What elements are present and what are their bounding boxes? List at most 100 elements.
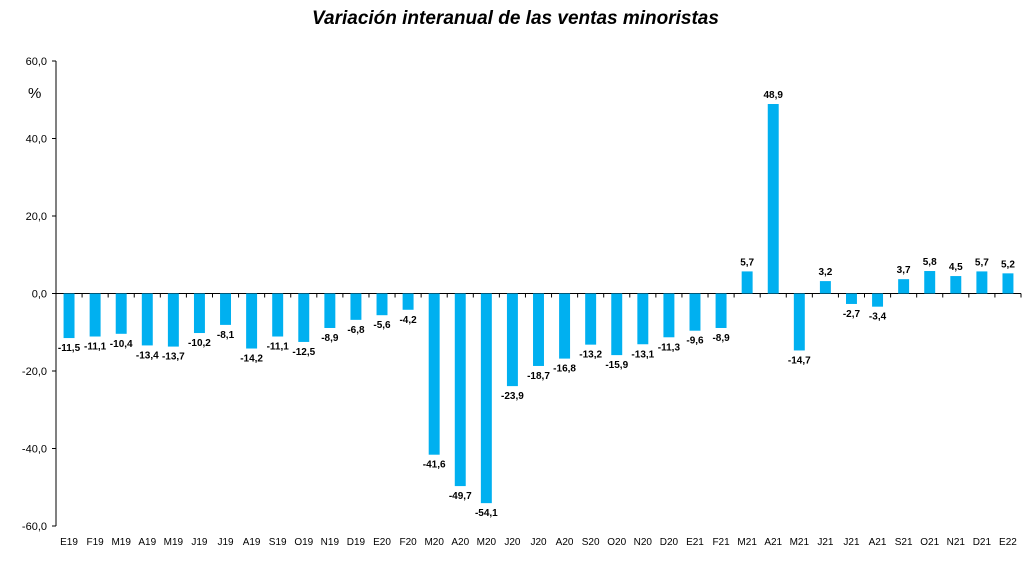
x-tick-label: D20 (660, 537, 679, 548)
bar (324, 293, 336, 328)
bar (663, 293, 675, 338)
x-tick-label: O20 (607, 537, 626, 548)
data-label: -11,1 (267, 342, 290, 353)
x-tick-label: N19 (321, 537, 340, 548)
x-tick-label: D19 (347, 537, 366, 548)
data-label: -8,9 (321, 333, 339, 344)
data-label: -13,1 (631, 349, 654, 360)
bar (898, 279, 910, 294)
bar (611, 293, 623, 356)
bar (220, 293, 232, 325)
bar (193, 293, 205, 334)
data-label: 48,9 (763, 90, 783, 101)
x-tick-label: S21 (895, 537, 913, 548)
y-tick-label: 0,0 (32, 289, 47, 301)
bar (376, 293, 388, 316)
data-label: -10,2 (188, 338, 211, 349)
data-label: -5,6 (373, 320, 391, 331)
bar (115, 293, 127, 334)
x-tick-label: E20 (373, 537, 391, 548)
x-tick-label: J19 (191, 537, 208, 548)
bar (924, 271, 936, 294)
bar (950, 276, 962, 294)
x-tick-label: M20 (424, 537, 444, 548)
bar (246, 293, 258, 349)
bar (585, 293, 597, 345)
x-tick-label: M21 (790, 537, 810, 548)
bar (298, 293, 310, 342)
x-tick-label: N20 (634, 537, 653, 548)
x-tick-label: S19 (269, 537, 287, 548)
x-tick-label: F20 (399, 537, 417, 548)
y-tick-label: -40,0 (22, 444, 47, 456)
data-label: -23,9 (501, 391, 524, 402)
x-tick-label: N21 (947, 537, 966, 548)
x-tick-label: M21 (737, 537, 757, 548)
x-tick-label: A21 (869, 537, 887, 548)
x-tick-label: J20 (530, 537, 547, 548)
x-tick-label: E21 (686, 537, 704, 548)
bar (637, 293, 649, 345)
bar (741, 271, 753, 294)
data-label: -18,7 (527, 371, 550, 382)
bar (1002, 273, 1014, 294)
y-axis-unit-label: % (28, 85, 41, 102)
x-tick-label: J19 (217, 537, 234, 548)
data-label: -13,7 (162, 352, 185, 363)
bar (480, 293, 492, 504)
x-tick-label: F19 (87, 537, 105, 548)
bars-layer (63, 104, 1014, 504)
bar (533, 293, 544, 366)
x-tick-label: J21 (817, 537, 834, 548)
bar (167, 293, 179, 347)
bar (454, 293, 466, 487)
x-tick-label: A21 (764, 537, 782, 548)
data-label: -41,6 (423, 460, 446, 471)
data-label: -2,7 (843, 309, 861, 320)
data-label: -11,1 (84, 342, 107, 353)
x-tick-label: A20 (556, 537, 574, 548)
y-tick-label: -20,0 (22, 366, 47, 378)
x-tick-label: E22 (999, 537, 1017, 548)
data-label: -16,8 (553, 364, 576, 375)
bar (506, 293, 518, 387)
data-label: -13,4 (136, 350, 159, 361)
bar (428, 293, 440, 455)
bar (141, 293, 153, 346)
bar (350, 293, 362, 320)
data-label: 5,8 (923, 257, 937, 268)
data-label: 5,7 (740, 257, 754, 268)
x-tick-label: D21 (973, 537, 992, 548)
data-label: -13,2 (579, 350, 602, 361)
bar (89, 293, 101, 337)
chart-title: Variación interanual de las ventas minor… (312, 8, 719, 29)
bar (272, 293, 284, 337)
bar (767, 104, 779, 294)
bar (976, 271, 988, 294)
data-label: 4,5 (949, 262, 963, 273)
y-tick-label: 60,0 (26, 56, 47, 68)
data-label: -54,1 (475, 508, 498, 519)
data-label: -3,4 (869, 312, 887, 323)
data-label: -4,2 (399, 315, 417, 326)
data-label: -11,3 (658, 342, 681, 353)
x-tick-label: A19 (243, 537, 261, 548)
data-label: 5,2 (1001, 259, 1015, 270)
data-label: -8,9 (712, 333, 730, 344)
data-label: -9,6 (686, 336, 704, 347)
y-tick-label: -60,0 (22, 521, 47, 533)
bar (715, 293, 727, 328)
y-tick-label: 20,0 (26, 211, 47, 223)
labels-layer: -11,5 E19 -11,1 F19 -10,4 M19 -13,4 A19 -13,7 M19… (58, 90, 1017, 548)
bar (559, 293, 571, 359)
x-tick-label: F21 (712, 537, 730, 548)
x-tick-label: A19 (138, 537, 156, 548)
data-label: -14,2 (240, 354, 263, 365)
data-label: -8,1 (217, 330, 235, 341)
data-label: -11,5 (58, 343, 81, 354)
data-label: 3,7 (897, 265, 911, 276)
x-tick-label: J21 (843, 537, 860, 548)
x-tick-label: M20 (477, 537, 497, 548)
